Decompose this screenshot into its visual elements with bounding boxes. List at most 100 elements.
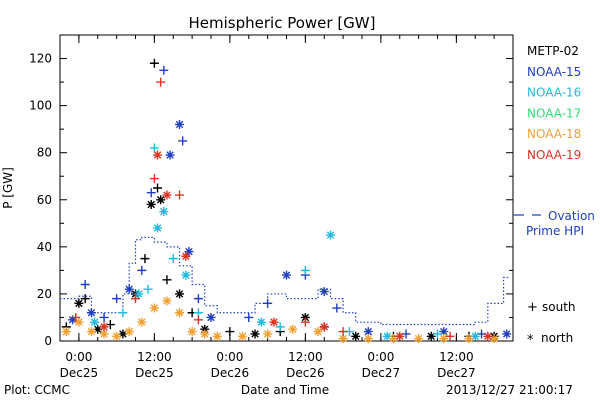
data-point-noaa-15: [332, 303, 342, 313]
data-point-noaa-18: [86, 327, 96, 337]
ovation-line: [60, 236, 510, 326]
data-point-metp-02: [250, 329, 260, 339]
data-point-noaa-15: [159, 65, 169, 75]
data-point-metp-02: [93, 324, 103, 334]
data-point-noaa-19: [395, 331, 405, 341]
data-point-noaa-15: [178, 136, 188, 146]
data-point-noaa-15: [68, 315, 78, 325]
data-point-noaa-16: [275, 322, 285, 332]
data-point-metp-02: [175, 289, 185, 299]
data-point-metp-02: [162, 275, 172, 285]
y-axis: 0 20 40 60 80 100 120: [29, 52, 513, 348]
plot-area: 0 20 40 60 80 100 120 0:00 Dec25 12:00 Dec25 0:00 D…: [29, 34, 514, 380]
x-tick-label-time: 0:00: [216, 350, 243, 364]
data-point-noaa-15: [244, 312, 254, 322]
x-tick-label-date: Dec27: [362, 366, 401, 380]
data-point-noaa-18: [338, 334, 348, 344]
data-point-noaa-15: [363, 327, 373, 337]
data-point-noaa-15: [124, 284, 134, 294]
data-point-noaa-18: [112, 331, 122, 341]
data-point-noaa-19: [162, 190, 172, 200]
ovation-legend: Ovation Prime HPI: [513, 209, 595, 238]
data-point-noaa-19: [300, 317, 310, 327]
y-tick-label: 20: [37, 287, 52, 301]
data-point-noaa-18: [288, 324, 298, 334]
data-point-noaa-19: [445, 331, 455, 341]
y-axis-label: P [GW]: [1, 167, 15, 209]
x-tick-label-date: Dec25: [135, 366, 174, 380]
data-point-noaa-16: [159, 207, 169, 217]
data-point-noaa-15: [112, 294, 122, 304]
data-points: [61, 58, 512, 344]
data-point-noaa-16: [134, 289, 144, 299]
data-point-noaa-16: [143, 284, 153, 294]
data-point-noaa-15: [263, 298, 273, 308]
data-point-metp-02: [74, 298, 84, 308]
data-point-noaa-16: [153, 223, 163, 233]
data-point-noaa-18: [212, 331, 222, 341]
data-point-noaa-16: [168, 254, 178, 264]
x-tick-label-time: 12:00: [137, 350, 172, 364]
data-point-noaa-16: [433, 329, 442, 339]
data-point-noaa-15: [165, 150, 175, 160]
legend-entry: METP-02: [527, 44, 579, 58]
x-axis-label: Date and Time: [241, 383, 329, 397]
data-point-noaa-15: [137, 265, 147, 275]
north-label: north: [541, 331, 573, 345]
data-point-noaa-16: [256, 317, 266, 327]
data-point-noaa-19: [175, 190, 185, 200]
data-point-noaa-19: [319, 322, 329, 332]
data-point-metp-02: [146, 199, 156, 209]
data-point-noaa-15: [193, 294, 203, 304]
data-point-noaa-19: [193, 315, 203, 325]
legend-entry: NOAA-17: [527, 106, 581, 120]
legend-entry: NOAA-15: [527, 65, 581, 79]
ovation-legend-line1: Ovation: [548, 209, 595, 223]
data-point-noaa-18: [175, 308, 185, 318]
data-point-noaa-18: [74, 317, 84, 327]
data-point-noaa-16: [326, 230, 336, 240]
data-point-noaa-16: [90, 317, 100, 327]
data-point-noaa-19: [131, 294, 140, 304]
data-point-metp-02: [140, 254, 150, 264]
data-point-noaa-19: [149, 174, 159, 184]
data-point-noaa-16: [149, 143, 159, 153]
data-point-noaa-16: [300, 265, 310, 275]
data-point-noaa-19: [153, 150, 163, 160]
data-point-noaa-18: [137, 317, 147, 327]
data-point-noaa-18: [439, 334, 449, 344]
data-point-noaa-15: [146, 188, 156, 198]
plot-timestamp: 2013/12/27 21:00:17: [446, 383, 573, 397]
data-point-noaa-18: [313, 327, 323, 337]
data-point-noaa-15: [439, 327, 449, 337]
data-point-noaa-18: [61, 327, 71, 337]
data-point-noaa-19: [71, 312, 81, 322]
x-tick-label-time: 12:00: [439, 350, 474, 364]
plot-credit: Plot: CCMC: [4, 383, 70, 397]
data-point-noaa-18: [464, 334, 474, 344]
data-point-noaa-19: [99, 322, 109, 332]
data-point-metp-02: [80, 294, 90, 304]
data-point-noaa-18: [489, 334, 499, 344]
data-point-noaa-18: [99, 329, 109, 339]
legend-entry: NOAA-16: [527, 86, 581, 100]
x-tick-label-time: 0:00: [367, 350, 394, 364]
data-point-noaa-19: [269, 317, 279, 327]
data-point-metp-02: [300, 312, 310, 322]
data-point-noaa-18: [162, 296, 172, 306]
data-point-metp-02: [426, 331, 436, 341]
data-point-metp-02: [225, 327, 235, 337]
data-point-noaa-18: [237, 331, 247, 341]
data-point-noaa-16: [382, 331, 392, 341]
data-point-noaa-15: [184, 247, 194, 257]
data-point-noaa-18: [124, 327, 134, 337]
data-point-noaa-15: [175, 119, 185, 129]
x-tick-label-date: Dec26: [286, 366, 325, 380]
y-tick-label: 100: [29, 99, 52, 113]
y-tick-label: 120: [29, 52, 52, 66]
x-tick-label-time: 0:00: [65, 350, 92, 364]
data-point-noaa-15: [99, 312, 109, 322]
legend-entry: NOAA-18: [527, 127, 581, 141]
data-point-noaa-18: [187, 327, 197, 337]
south-symbol: +: [527, 300, 538, 315]
